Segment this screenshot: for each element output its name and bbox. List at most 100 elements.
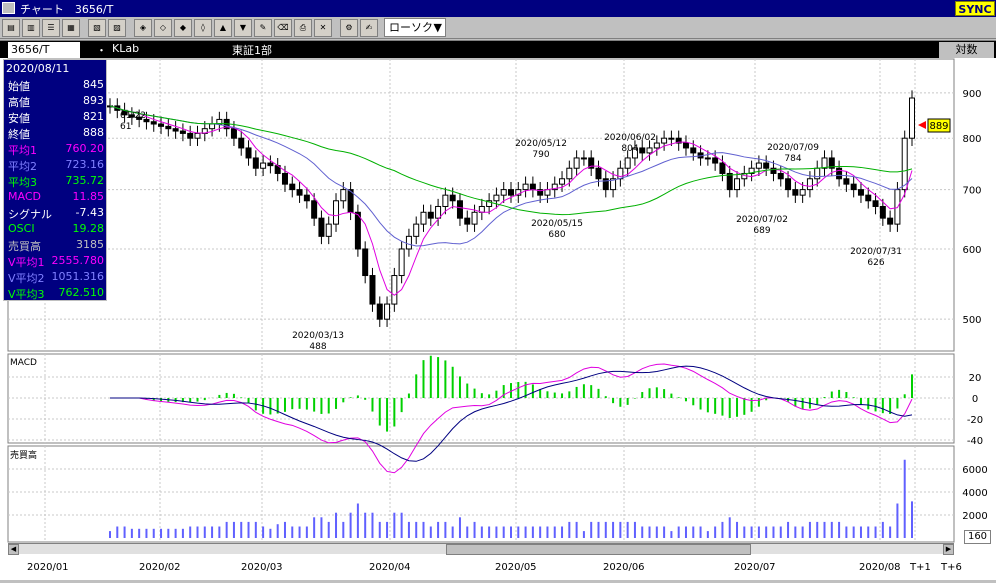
x-axis-label: 2020/06 bbox=[603, 562, 645, 573]
candle bbox=[296, 189, 303, 196]
panel-row: 終値 888 bbox=[6, 126, 106, 142]
macd-tick-label: -40 bbox=[967, 436, 983, 447]
x-axis-label: 2020/02 bbox=[139, 562, 181, 573]
calc-icon[interactable]: ▦ bbox=[62, 19, 80, 37]
candle bbox=[646, 147, 653, 154]
vol-icon[interactable]: ▲ bbox=[214, 19, 232, 37]
candle bbox=[785, 178, 792, 191]
x-axis-label: T+6 bbox=[941, 562, 962, 573]
chart-type-select[interactable]: ローソク ▼ bbox=[384, 18, 446, 37]
candle bbox=[150, 121, 157, 125]
chart-window-icon bbox=[2, 2, 15, 14]
list-icon[interactable]: ☰ bbox=[42, 19, 60, 37]
candle bbox=[682, 142, 689, 149]
candle bbox=[792, 189, 799, 196]
panel-row: 高値 893 bbox=[6, 94, 106, 110]
scroll-left-icon[interactable]: ◀ bbox=[8, 544, 19, 555]
moving-average-2-line bbox=[109, 105, 913, 247]
print-icon[interactable]: ⎙ bbox=[294, 19, 312, 37]
panel-row-value: 2555.780 bbox=[51, 254, 105, 267]
company-name: KLab bbox=[112, 42, 140, 55]
annotation-value: 680 bbox=[548, 230, 565, 240]
note-icon[interactable]: ✍ bbox=[360, 19, 378, 37]
volume-tick-label: 6000 bbox=[962, 465, 987, 476]
x-axis-label: 2020/04 bbox=[369, 562, 411, 573]
candle bbox=[799, 189, 806, 196]
price-tick-label: 500 bbox=[962, 315, 981, 326]
candle bbox=[340, 189, 347, 202]
annotation-value: 804 bbox=[621, 144, 638, 154]
eraser-icon[interactable]: ⌫ bbox=[274, 19, 292, 37]
candle bbox=[260, 162, 267, 169]
signal-icon[interactable]: ◈ bbox=[134, 19, 152, 37]
candle bbox=[712, 157, 719, 164]
candle bbox=[311, 200, 318, 219]
x-axis-label: 2020/03 bbox=[241, 562, 283, 573]
panel-row-label: V平均3 bbox=[8, 288, 45, 301]
panel-row-label: 始値 bbox=[8, 80, 30, 93]
candle bbox=[814, 167, 821, 180]
chart-area[interactable]: 900 800 700 600 500 20 0 -20 -40 MACD 6000 4000 2000… bbox=[0, 58, 996, 580]
candle bbox=[675, 137, 682, 144]
candle bbox=[537, 189, 544, 196]
candle bbox=[624, 157, 631, 169]
macd-tick-label: 0 bbox=[972, 394, 978, 405]
candle bbox=[333, 200, 340, 225]
panel-row: V平均2 1051.316 bbox=[6, 270, 106, 286]
candle bbox=[128, 114, 135, 118]
candle bbox=[165, 125, 172, 130]
panel-row: 売買高 3185 bbox=[6, 238, 106, 254]
sync-button[interactable]: SYNC bbox=[955, 1, 995, 16]
candle bbox=[354, 211, 361, 250]
candle bbox=[281, 172, 288, 185]
bar-icon[interactable]: ▥ bbox=[22, 19, 40, 37]
scroll-thumb[interactable] bbox=[446, 544, 751, 555]
horizontal-scrollbar[interactable]: ◀ ▶ bbox=[8, 543, 954, 555]
rsi-icon[interactable]: ◇ bbox=[154, 19, 172, 37]
candle bbox=[806, 178, 813, 191]
candle bbox=[464, 217, 471, 225]
panel-row-label: 安値 bbox=[8, 112, 30, 125]
current-price-arrow-icon bbox=[918, 121, 926, 129]
annotation-value: 626 bbox=[867, 258, 884, 268]
panel-row-value: 762.510 bbox=[58, 286, 105, 299]
candle bbox=[909, 97, 915, 139]
candle bbox=[522, 183, 529, 191]
volume-tick-label: 4000 bbox=[962, 488, 987, 499]
candle bbox=[719, 162, 726, 174]
panel-row-label: MACD bbox=[8, 190, 41, 203]
scroll-right-icon[interactable]: ▶ bbox=[943, 544, 954, 555]
candle bbox=[267, 162, 274, 167]
candle bbox=[143, 118, 150, 123]
panel-row-value: 888 bbox=[83, 126, 104, 139]
doc-icon[interactable]: ▧ bbox=[88, 19, 106, 37]
log-icon[interactable]: ◆ bbox=[174, 19, 192, 37]
candle bbox=[828, 157, 835, 169]
fib-icon[interactable]: ◊ bbox=[194, 19, 212, 37]
zoom-icon[interactable]: ▨ bbox=[108, 19, 126, 37]
cancel-icon[interactable]: ✕ bbox=[314, 19, 332, 37]
panel-row: V平均1 2555.780 bbox=[6, 254, 106, 270]
candle bbox=[551, 183, 558, 191]
symbol-code-input[interactable]: 3656/T bbox=[8, 42, 80, 58]
zoom-value[interactable]: 160 bbox=[964, 530, 991, 544]
annotation-date: 2020/05/15 bbox=[531, 219, 583, 229]
panel-row-value: -7.43 bbox=[75, 206, 104, 219]
macd-tick-label: 20 bbox=[969, 373, 982, 384]
candle bbox=[172, 128, 179, 132]
settings-icon[interactable]: ⚙ bbox=[340, 19, 358, 37]
chevron-down-icon: ▼ bbox=[433, 21, 442, 34]
candle bbox=[442, 194, 449, 207]
annotation-date: 2020/07/31 bbox=[850, 247, 902, 257]
annotation-date: 2020/03/13 bbox=[292, 331, 344, 341]
price-tick-label: 800 bbox=[962, 134, 981, 145]
volume-label: 売買高 bbox=[10, 449, 37, 461]
pen-icon[interactable]: ✎ bbox=[254, 19, 272, 37]
log-scale-button[interactable]: 対数 bbox=[939, 42, 994, 58]
panel-row-label: 平均2 bbox=[8, 160, 37, 173]
chart-icon[interactable]: ▤ bbox=[2, 19, 20, 37]
candle bbox=[755, 162, 762, 169]
candle bbox=[602, 178, 609, 191]
hist-icon[interactable]: ▼ bbox=[234, 19, 252, 37]
candle bbox=[850, 183, 857, 191]
